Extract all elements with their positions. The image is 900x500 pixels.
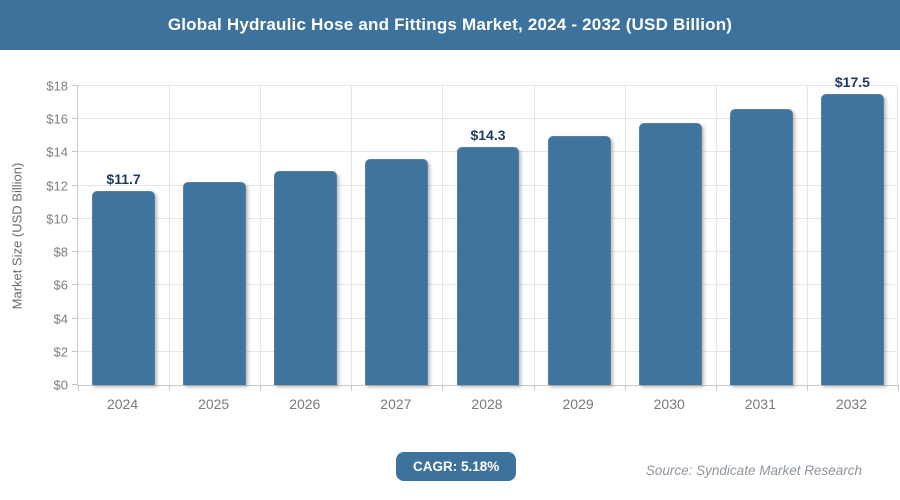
bar-slot-2027 (351, 86, 442, 385)
x-tick-label-2030: 2030 (653, 396, 685, 412)
x-tick-label-2029: 2029 (562, 396, 594, 412)
v-gridline (715, 86, 717, 385)
x-tick-label-2031: 2031 (744, 396, 776, 412)
y-tick-mark (72, 184, 78, 186)
y-tick-label: $12 (46, 178, 68, 194)
x-tick-label-2026: 2026 (289, 396, 321, 412)
bar-slot-2029 (534, 86, 625, 385)
x-tick-mark (624, 385, 626, 391)
cagr-badge: CAGR: 5.18% (396, 452, 517, 481)
y-tick-label: $4 (53, 311, 68, 327)
y-tick-label: $0 (53, 377, 68, 393)
y-tick-mark (72, 317, 78, 319)
v-gridline (351, 86, 353, 385)
bar-value-label-2024: $11.7 (106, 170, 141, 187)
bar-2029 (547, 135, 611, 385)
bar-value-label-2028: $14.3 (470, 127, 506, 144)
v-gridline (897, 86, 898, 385)
y-tick-mark (72, 118, 78, 120)
y-tick-mark (72, 217, 78, 219)
bar-2030 (638, 122, 702, 385)
x-tick-label-2028: 2028 (471, 396, 503, 412)
v-gridline (442, 86, 444, 385)
bar-slot-2031 (716, 86, 807, 385)
y-tick-mark (72, 251, 78, 253)
bar-slot-2026 (260, 86, 351, 385)
x-tick-mark (78, 385, 79, 391)
source-credit: Source: Syndicate Market Research (645, 463, 862, 478)
bar-slot-2024: $11.7 (78, 86, 169, 385)
chart-title: Global Hydraulic Hose and Fittings Marke… (167, 15, 733, 34)
v-gridline (806, 86, 808, 385)
y-tick-label: $2 (53, 344, 68, 360)
y-tick-mark (72, 85, 78, 86)
bar-2025 (183, 182, 247, 385)
y-tick-label: $6 (53, 277, 68, 293)
x-tick-label-2025: 2025 (198, 396, 230, 412)
x-axis: 2024 2025 2026 2027 2028 2029 2030 2031 2032 (77, 396, 897, 416)
x-tick-mark (169, 385, 171, 391)
y-tick-label: $10 (46, 211, 68, 227)
v-gridline (169, 86, 171, 385)
bar-2026 (274, 170, 338, 385)
bar-value-label-2032: $17.5 (834, 74, 870, 91)
x-tick-mark (533, 385, 535, 391)
x-tick-label-2032: 2032 (835, 396, 867, 412)
h-gridline (78, 85, 898, 86)
bar-2024: $11.7 (92, 171, 155, 385)
y-tick-mark (72, 350, 78, 352)
y-axis: $0 $2 $4 $6 $8 $10 $12 $14 $16 $18 (0, 80, 68, 392)
x-tick-mark (806, 385, 808, 391)
x-tick-mark (351, 385, 353, 391)
plot-area: $11.7 $14.3 $17.5 (72, 74, 899, 391)
bar-slot-2030 (625, 86, 716, 385)
chart-title-bar: Global Hydraulic Hose and Fittings Marke… (0, 0, 900, 50)
v-gridline (533, 86, 535, 385)
x-tick-mark (715, 385, 717, 391)
bar-slot-2025 (169, 86, 260, 385)
bar-2032: $17.5 (821, 74, 884, 385)
v-gridline (624, 86, 626, 385)
y-tick-label: $18 (46, 78, 68, 94)
y-tick-label: $14 (46, 144, 68, 160)
x-tick-mark (260, 385, 262, 391)
bar-2031 (729, 109, 793, 385)
bar-slot-2032: $17.5 (807, 74, 898, 385)
bar-slot-2028: $14.3 (442, 86, 533, 385)
x-tick-mark (898, 385, 899, 391)
x-tick-label-2024: 2024 (106, 396, 139, 412)
y-tick-mark (72, 384, 78, 385)
y-tick-mark (72, 284, 78, 286)
y-tick-label: $16 (46, 111, 68, 127)
h-gridline (78, 118, 898, 120)
x-tick-label-2027: 2027 (380, 396, 412, 412)
v-gridline (260, 86, 262, 385)
bar-2028: $14.3 (456, 127, 520, 385)
y-tick-label: $8 (53, 244, 68, 260)
x-tick-mark (442, 385, 444, 391)
y-tick-mark (72, 151, 78, 153)
bar-2027 (365, 159, 429, 385)
